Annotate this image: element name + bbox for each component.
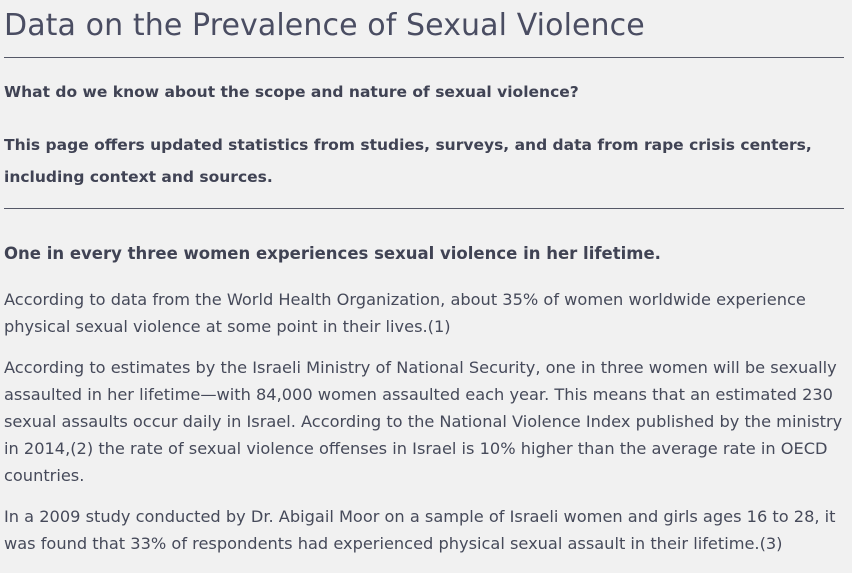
paragraph-who-statistic: According to data from the World Health … — [4, 290, 806, 336]
intro-divider — [4, 208, 844, 209]
intro-question: What do we know about the scope and natu… — [4, 83, 579, 101]
section-heading: One in every three women experiences sex… — [4, 244, 661, 263]
paragraph-moor-study: In a 2009 study conducted by Dr. Abigail… — [4, 507, 836, 553]
intro-description: This page offers updated statistics from… — [4, 136, 812, 186]
article-content: Data on the Prevalence of Sexual Violenc… — [4, 0, 844, 557]
title-divider — [4, 57, 844, 58]
page-title: Data on the Prevalence of Sexual Violenc… — [4, 8, 645, 43]
paragraph-ministry-estimate: According to estimates by the Israeli Mi… — [4, 358, 843, 485]
